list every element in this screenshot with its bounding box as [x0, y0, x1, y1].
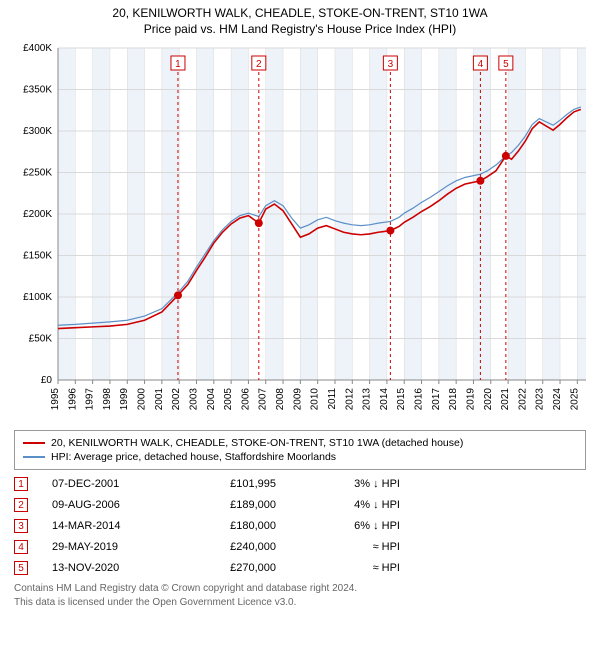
svg-text:4: 4 — [478, 59, 484, 70]
legend-box: 20, KENILWORTH WALK, CHEADLE, STOKE-ON-T… — [14, 430, 586, 470]
svg-text:2017: 2017 — [431, 388, 442, 411]
tx-price: £189,000 — [186, 499, 276, 511]
svg-text:1995: 1995 — [50, 388, 61, 411]
chart-subtitle: Price paid vs. HM Land Registry's House … — [10, 22, 590, 36]
footer-line-2: This data is licensed under the Open Gov… — [14, 596, 586, 610]
transaction-table: 1 07-DEC-2001 £101,995 3% ↓ HPI 2 09-AUG-2006… — [14, 477, 586, 575]
svg-text:£100K: £100K — [23, 292, 52, 303]
table-row: 1 07-DEC-2001 £101,995 3% ↓ HPI — [14, 477, 586, 491]
chart-svg: £0 £50K £100K £150K £200K £250K £300K £350K £400… — [10, 42, 590, 422]
tx-marker: 3 — [14, 519, 28, 533]
svg-text:2002: 2002 — [171, 388, 182, 411]
tx-date: 09-AUG-2006 — [52, 499, 162, 511]
tx-diff: 6% ↓ HPI — [300, 520, 400, 532]
svg-text:2016: 2016 — [414, 388, 425, 411]
svg-text:2008: 2008 — [275, 388, 286, 411]
tx-price: £101,995 — [186, 478, 276, 490]
svg-text:2025: 2025 — [569, 388, 580, 411]
svg-text:1: 1 — [175, 59, 181, 70]
footer-attribution: Contains HM Land Registry data © Crown c… — [14, 582, 586, 610]
tx-marker: 5 — [14, 561, 28, 575]
legend-label: 20, KENILWORTH WALK, CHEADLE, STOKE-ON-T… — [51, 437, 463, 449]
svg-text:£150K: £150K — [23, 251, 52, 262]
svg-text:1998: 1998 — [102, 388, 113, 411]
table-row: 2 09-AUG-2006 £189,000 4% ↓ HPI — [14, 498, 586, 512]
svg-text:£400K: £400K — [23, 43, 52, 54]
svg-text:2005: 2005 — [223, 388, 234, 411]
svg-text:£0: £0 — [41, 375, 53, 386]
svg-text:£50K: £50K — [29, 334, 53, 345]
tx-marker: 1 — [14, 477, 28, 491]
svg-text:2011: 2011 — [327, 388, 338, 410]
tx-diff: ≈ HPI — [300, 562, 400, 574]
table-row: 4 29-MAY-2019 £240,000 ≈ HPI — [14, 540, 586, 554]
tx-date: 13-NOV-2020 — [52, 562, 162, 574]
svg-text:3: 3 — [388, 59, 394, 70]
svg-text:1996: 1996 — [67, 388, 78, 411]
table-row: 5 13-NOV-2020 £270,000 ≈ HPI — [14, 561, 586, 575]
legend-item: HPI: Average price, detached house, Staf… — [23, 451, 577, 463]
svg-text:1997: 1997 — [85, 388, 96, 411]
svg-text:2001: 2001 — [154, 388, 165, 411]
svg-text:2: 2 — [256, 59, 262, 70]
svg-text:2021: 2021 — [500, 388, 511, 411]
svg-text:2015: 2015 — [396, 388, 407, 411]
svg-text:£350K: £350K — [23, 85, 52, 96]
svg-text:2009: 2009 — [292, 388, 303, 411]
svg-text:2014: 2014 — [379, 388, 390, 411]
tx-price: £180,000 — [186, 520, 276, 532]
legend-swatch — [23, 442, 45, 444]
svg-text:2020: 2020 — [483, 388, 494, 411]
svg-text:2000: 2000 — [137, 388, 148, 411]
svg-text:£300K: £300K — [23, 126, 52, 137]
tx-diff: ≈ HPI — [300, 541, 400, 553]
tx-diff: 4% ↓ HPI — [300, 499, 400, 511]
svg-text:2023: 2023 — [535, 388, 546, 411]
tx-marker: 4 — [14, 540, 28, 554]
tx-price: £240,000 — [186, 541, 276, 553]
tx-marker: 2 — [14, 498, 28, 512]
tx-price: £270,000 — [186, 562, 276, 574]
svg-text:5: 5 — [503, 59, 509, 70]
table-row: 3 14-MAR-2014 £180,000 6% ↓ HPI — [14, 519, 586, 533]
svg-text:£250K: £250K — [23, 168, 52, 179]
svg-text:2003: 2003 — [188, 388, 199, 411]
svg-text:£200K: £200K — [23, 209, 52, 220]
svg-text:2022: 2022 — [517, 388, 528, 411]
footer-line-1: Contains HM Land Registry data © Crown c… — [14, 582, 586, 596]
tx-date: 07-DEC-2001 — [52, 478, 162, 490]
legend-item: 20, KENILWORTH WALK, CHEADLE, STOKE-ON-T… — [23, 437, 577, 449]
svg-text:2019: 2019 — [465, 388, 476, 411]
svg-text:1999: 1999 — [119, 388, 130, 411]
svg-text:2012: 2012 — [344, 388, 355, 411]
tx-date: 14-MAR-2014 — [52, 520, 162, 532]
svg-text:2024: 2024 — [552, 388, 563, 411]
tx-diff: 3% ↓ HPI — [300, 478, 400, 490]
svg-text:2010: 2010 — [310, 388, 321, 411]
legend-swatch — [23, 456, 45, 457]
chart-title: 20, KENILWORTH WALK, CHEADLE, STOKE-ON-T… — [10, 6, 590, 20]
svg-text:2013: 2013 — [362, 388, 373, 411]
svg-text:2006: 2006 — [240, 388, 251, 411]
tx-date: 29-MAY-2019 — [52, 541, 162, 553]
svg-text:2004: 2004 — [206, 388, 217, 411]
chart-area: £0 £50K £100K £150K £200K £250K £300K £350K £400… — [10, 42, 590, 422]
svg-text:2007: 2007 — [258, 388, 269, 411]
svg-text:2018: 2018 — [448, 388, 459, 411]
legend-label: HPI: Average price, detached house, Staf… — [51, 451, 336, 463]
